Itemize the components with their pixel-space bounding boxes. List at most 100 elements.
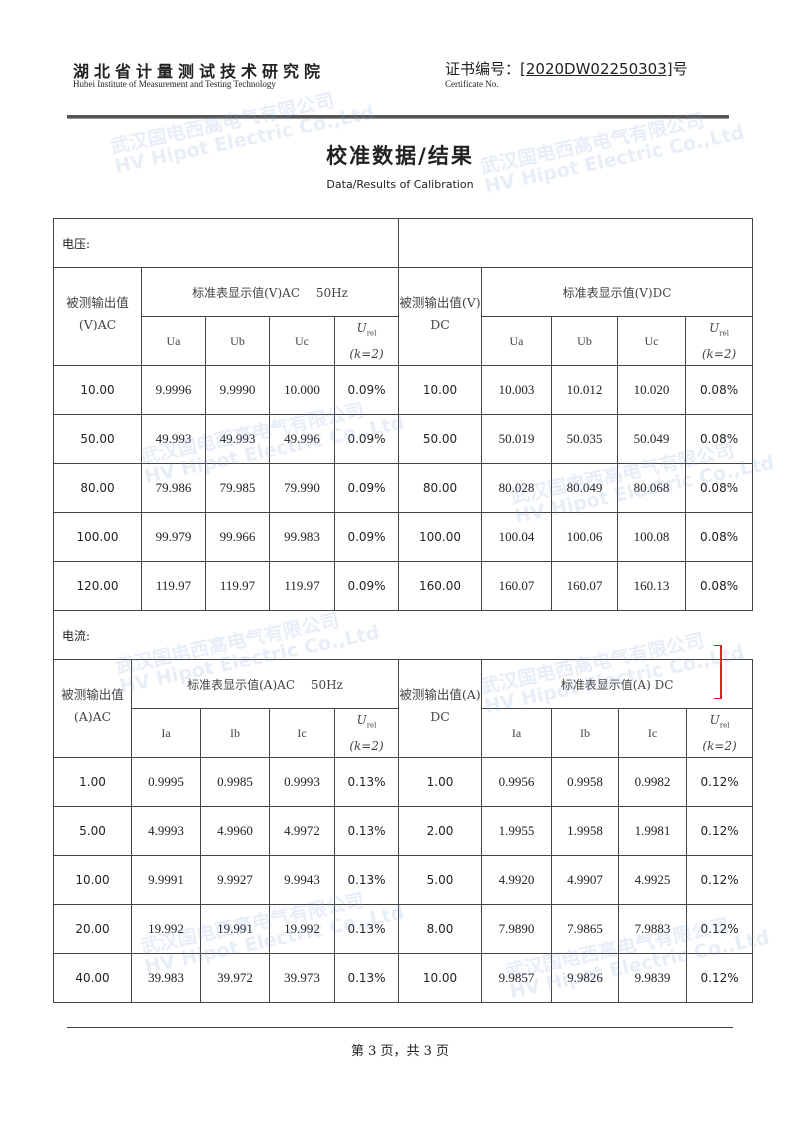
col-header: Ib bbox=[200, 708, 270, 758]
uncertainty-cell: 0.09% bbox=[333, 463, 400, 513]
uncertainty-cell: 0.12% bbox=[685, 757, 754, 807]
output-value-cell: 20.00 bbox=[53, 904, 132, 954]
output-value-cell: 40.00 bbox=[53, 953, 132, 1003]
reading-cell: 0.9985 bbox=[200, 757, 270, 807]
col-header: Ua bbox=[141, 316, 206, 366]
uncertainty-cell: 0.13% bbox=[334, 855, 399, 905]
col-header: Ub bbox=[205, 316, 270, 366]
uncertainty-cell: 0.13% bbox=[334, 757, 399, 807]
reading-cell: 0.9982 bbox=[618, 757, 687, 807]
reading-cell: 4.9907 bbox=[551, 855, 619, 905]
reading-cell: 9.9927 bbox=[200, 855, 270, 905]
reading-cell: 4.9925 bbox=[618, 855, 687, 905]
ac-standard-header: 标准表显示值(A)AC 50Hz bbox=[131, 659, 399, 709]
output-value-cell: 10.00 bbox=[53, 365, 142, 415]
output-value-cell: 50.00 bbox=[398, 414, 483, 464]
reading-cell: 9.9839 bbox=[618, 953, 687, 1003]
reading-cell: 9.9826 bbox=[551, 953, 619, 1003]
reading-cell: 0.9993 bbox=[269, 757, 335, 807]
reading-cell: 100.06 bbox=[551, 512, 619, 562]
table-row: 10.00 9.9991 9.9927 9.9943 0.13% 5.00 4.9920 4.… bbox=[53, 855, 754, 905]
reading-cell: 19.991 bbox=[200, 904, 270, 954]
reading-cell: 50.035 bbox=[551, 414, 619, 464]
reading-cell: 7.9865 bbox=[551, 904, 619, 954]
reading-cell: 50.049 bbox=[617, 414, 687, 464]
output-value-cell: 10.00 bbox=[398, 953, 482, 1003]
reading-cell: 80.049 bbox=[551, 463, 619, 513]
reading-cell: 119.97 bbox=[205, 561, 270, 611]
reading-cell: 9.9990 bbox=[205, 365, 270, 415]
reading-cell: 0.9956 bbox=[481, 757, 552, 807]
reading-cell: 0.9958 bbox=[551, 757, 619, 807]
table-row: 50.00 49.993 49.993 49.996 0.09% 50.00 50.019 5… bbox=[53, 414, 754, 464]
reading-cell: 10.020 bbox=[617, 365, 687, 415]
reading-cell: 1.9958 bbox=[551, 806, 619, 856]
page-subtitle: Data/Results of Calibration bbox=[326, 178, 474, 191]
uncertainty-cell: 0.09% bbox=[333, 365, 400, 415]
certificate-number: 证书编号：[2020DW02250303]号 bbox=[445, 58, 688, 79]
institute-name-en: Hubei Institute of Measurement and Testi… bbox=[73, 79, 276, 89]
output-value-cell: 5.00 bbox=[53, 806, 132, 856]
voltage-table: 电压: 被测输出值(V)AC 标准表显示值(V)AC 50Hz 被测输出值(V)… bbox=[52, 218, 754, 611]
reading-cell: 0.9995 bbox=[131, 757, 201, 807]
reading-cell: 10.012 bbox=[551, 365, 619, 415]
reading-cell: 9.9996 bbox=[141, 365, 206, 415]
reading-cell: 49.993 bbox=[205, 414, 270, 464]
output-value-cell: 1.00 bbox=[398, 757, 482, 807]
uncertainty-cell: 0.09% bbox=[333, 512, 400, 562]
uncertainty-cell: 0.08% bbox=[685, 512, 754, 562]
output-value-cell: 50.00 bbox=[53, 414, 142, 464]
uncertainty-cell: 0.08% bbox=[685, 463, 754, 513]
reading-cell: 99.983 bbox=[269, 512, 335, 562]
footer-divider bbox=[67, 1027, 733, 1028]
col-header: Ia bbox=[131, 708, 201, 758]
col-header: Ub bbox=[551, 316, 619, 366]
reading-cell: 119.97 bbox=[269, 561, 335, 611]
reading-cell: 4.9972 bbox=[269, 806, 335, 856]
col-header: Ic bbox=[618, 708, 687, 758]
reading-cell: 49.993 bbox=[141, 414, 206, 464]
table-row: 10.00 9.9996 9.9990 10.000 0.09% 10.00 10.003 1… bbox=[53, 365, 754, 415]
uncertainty-cell: 0.09% bbox=[333, 414, 400, 464]
reading-cell: 1.9981 bbox=[618, 806, 687, 856]
certificate-suffix: 号 bbox=[672, 60, 688, 78]
output-value-cell: 80.00 bbox=[398, 463, 483, 513]
col-header: Ib bbox=[551, 708, 619, 758]
dc-standard-header: 标准表显示值(V)DC bbox=[481, 267, 754, 317]
reading-cell: 160.07 bbox=[481, 561, 553, 611]
table-row: 120.00 119.97 119.97 119.97 0.09% 160.00 160.0… bbox=[53, 561, 754, 611]
reading-cell: 9.9943 bbox=[269, 855, 335, 905]
certificate-number-value: [2020DW02250303] bbox=[520, 60, 673, 78]
table-row: 80.00 79.986 79.985 79.990 0.09% 80.00 80.028 8… bbox=[53, 463, 754, 513]
reading-cell: 7.9883 bbox=[618, 904, 687, 954]
reading-cell: 160.07 bbox=[551, 561, 619, 611]
table-row: 40.00 39.983 39.972 39.973 0.13% 10.00 9.9857 9… bbox=[53, 953, 754, 1003]
uncertainty-cell: 0.08% bbox=[685, 561, 754, 611]
reading-cell: 9.9857 bbox=[481, 953, 552, 1003]
reading-cell: 80.028 bbox=[481, 463, 553, 513]
reading-cell: 39.983 bbox=[131, 953, 201, 1003]
uncertainty-cell: 0.12% bbox=[685, 806, 754, 856]
reading-cell: 9.9991 bbox=[131, 855, 201, 905]
urel-header: Urel (k=2) bbox=[685, 316, 754, 366]
reading-cell: 160.13 bbox=[617, 561, 687, 611]
certificate-label-en: Certificate No. bbox=[445, 79, 499, 89]
reading-cell: 79.986 bbox=[141, 463, 206, 513]
ac-output-header: 被测输出值(A)AC bbox=[53, 659, 132, 758]
uncertainty-cell: 0.12% bbox=[685, 904, 754, 954]
reading-cell: 49.996 bbox=[269, 414, 335, 464]
output-value-cell: 100.00 bbox=[398, 512, 483, 562]
reading-cell: 4.9993 bbox=[131, 806, 201, 856]
ac-output-header: 被测输出值(V)AC bbox=[53, 267, 142, 366]
reading-cell: 7.9890 bbox=[481, 904, 552, 954]
reading-cell: 99.979 bbox=[141, 512, 206, 562]
dc-output-header: 被测输出值(A) DC bbox=[398, 659, 482, 758]
reading-cell: 119.97 bbox=[141, 561, 206, 611]
urel-header: Urel (k=2) bbox=[334, 708, 399, 758]
uncertainty-cell: 0.08% bbox=[685, 414, 754, 464]
institute-name-cn: 湖北省计量测试技术研究院 bbox=[73, 62, 326, 81]
voltage-section-label: 电压: bbox=[52, 218, 400, 268]
reading-cell: 50.019 bbox=[481, 414, 553, 464]
output-value-cell: 100.00 bbox=[53, 512, 142, 562]
reading-cell: 1.9955 bbox=[481, 806, 552, 856]
